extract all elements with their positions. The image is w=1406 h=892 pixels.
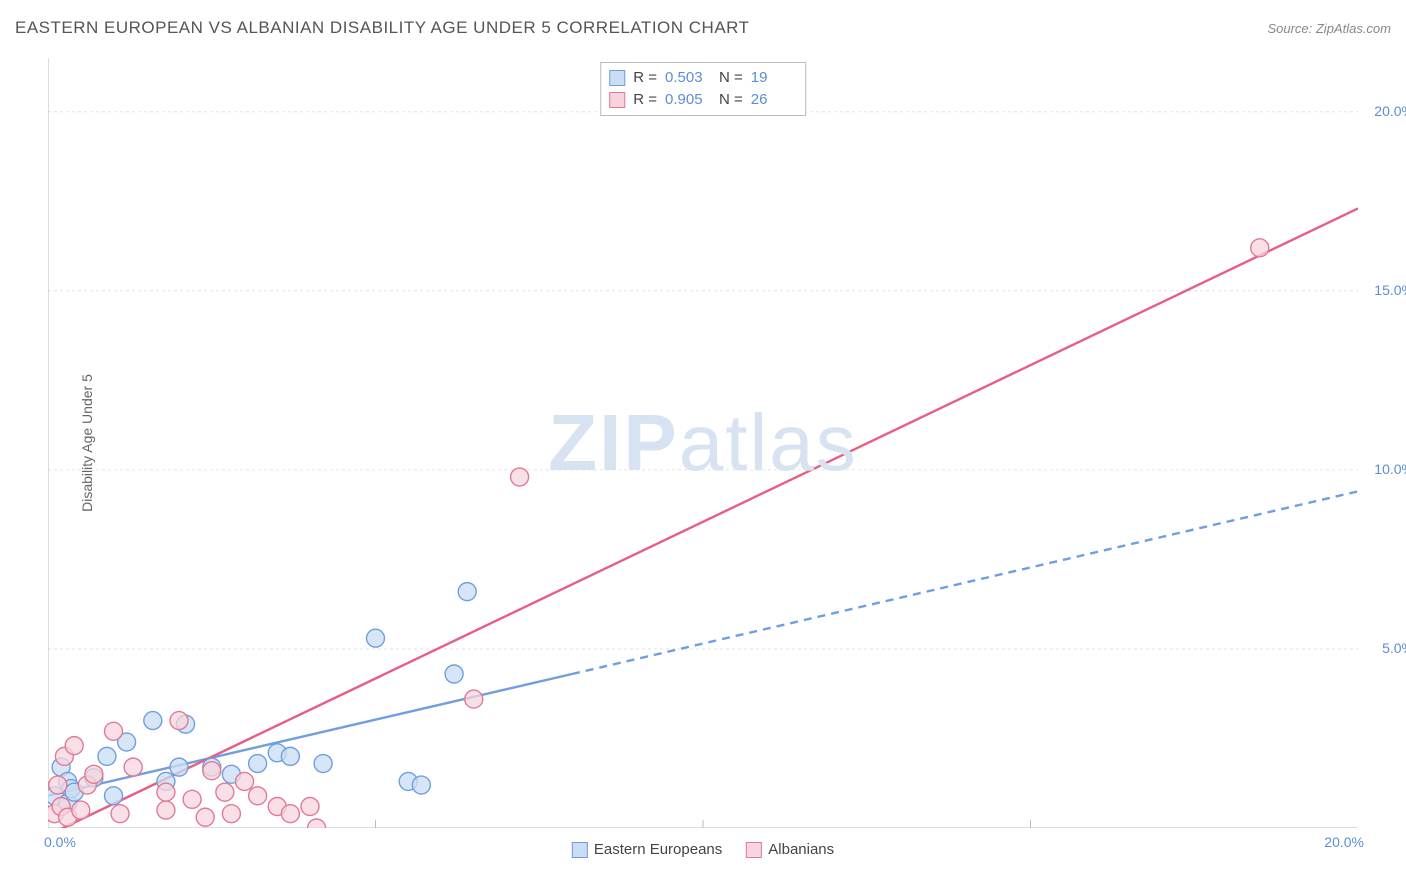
n-value-0: 19	[751, 67, 797, 89]
r-label-0: R =	[633, 67, 657, 89]
n-label-0: N =	[719, 67, 743, 89]
y-tick-label: 20.0%	[1374, 103, 1406, 119]
stats-swatch-1	[609, 92, 625, 108]
n-label-1: N =	[719, 89, 743, 111]
r-label-1: R =	[633, 89, 657, 111]
stats-row-0: R = 0.503 N = 19	[609, 67, 797, 89]
source-name: ZipAtlas.com	[1316, 21, 1391, 36]
legend-item-0: Eastern Europeans	[572, 841, 722, 858]
chart-source: Source: ZipAtlas.com	[1267, 21, 1391, 36]
stats-swatch-0	[609, 70, 625, 86]
legend-swatch-0	[572, 842, 588, 858]
scatter-plot	[48, 58, 1358, 828]
stats-row-1: R = 0.905 N = 26	[609, 89, 797, 111]
r-value-0: 0.503	[665, 67, 711, 89]
x-tick-label: 20.0%	[1324, 834, 1364, 850]
y-tick-label: 5.0%	[1382, 640, 1406, 656]
n-value-1: 26	[751, 89, 797, 111]
r-value-1: 0.905	[665, 89, 711, 111]
legend-label-1: Albanians	[768, 841, 834, 858]
stats-box: R = 0.503 N = 19 R = 0.905 N = 26	[600, 62, 806, 116]
legend: Eastern Europeans Albanians	[572, 841, 834, 858]
chart-area: Disability Age Under 5 ZIPatlas R = 0.50…	[48, 58, 1358, 828]
chart-title: EASTERN EUROPEAN VS ALBANIAN DISABILITY …	[15, 18, 750, 38]
source-prefix: Source:	[1267, 21, 1315, 36]
y-tick-label: 10.0%	[1374, 461, 1406, 477]
x-tick-label: 0.0%	[44, 834, 76, 850]
legend-swatch-1	[746, 842, 762, 858]
chart-header: EASTERN EUROPEAN VS ALBANIAN DISABILITY …	[15, 18, 1391, 38]
y-tick-label: 15.0%	[1374, 282, 1406, 298]
legend-label-0: Eastern Europeans	[594, 841, 722, 858]
legend-item-1: Albanians	[746, 841, 834, 858]
